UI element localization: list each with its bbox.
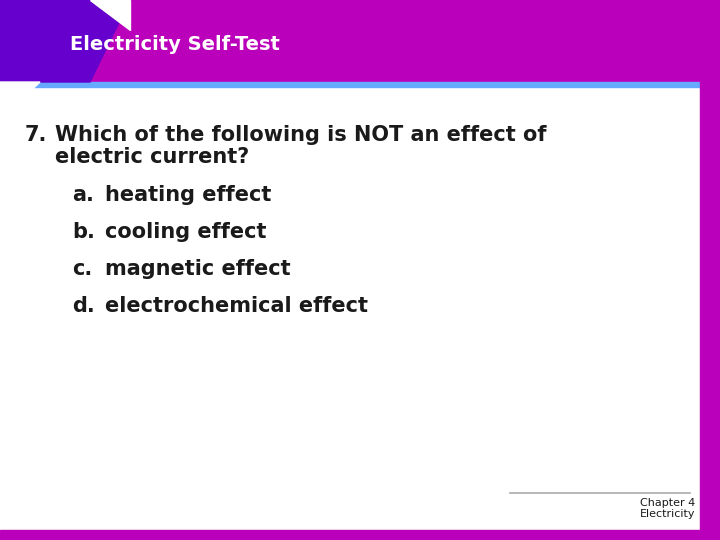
Bar [0,530,720,540]
Text: Electricity Self-Test: Electricity Self-Test [70,36,280,55]
Text: a.: a. [72,185,94,205]
Text: Chapter 4: Chapter 4 [640,498,695,508]
Text: Electricity: Electricity [639,509,695,519]
Polygon shape [90,0,130,30]
Text: electric current?: electric current? [55,147,249,167]
Bar [0,0,700,82]
Text: cooling effect: cooling effect [105,222,266,242]
Text: electrochemical effect: electrochemical effect [105,296,368,316]
Text: Which of the following is NOT an effect of: Which of the following is NOT an effect … [55,125,546,145]
Bar [700,0,720,540]
Text: heating effect: heating effect [105,185,271,205]
Polygon shape [0,0,130,82]
Bar [0,82,700,87]
Text: magnetic effect: magnetic effect [105,259,291,279]
Text: d.: d. [72,296,95,316]
Text: b.: b. [72,222,95,242]
Text: c.: c. [72,259,92,279]
Text: 7.: 7. [25,125,48,145]
Polygon shape [0,82,40,120]
